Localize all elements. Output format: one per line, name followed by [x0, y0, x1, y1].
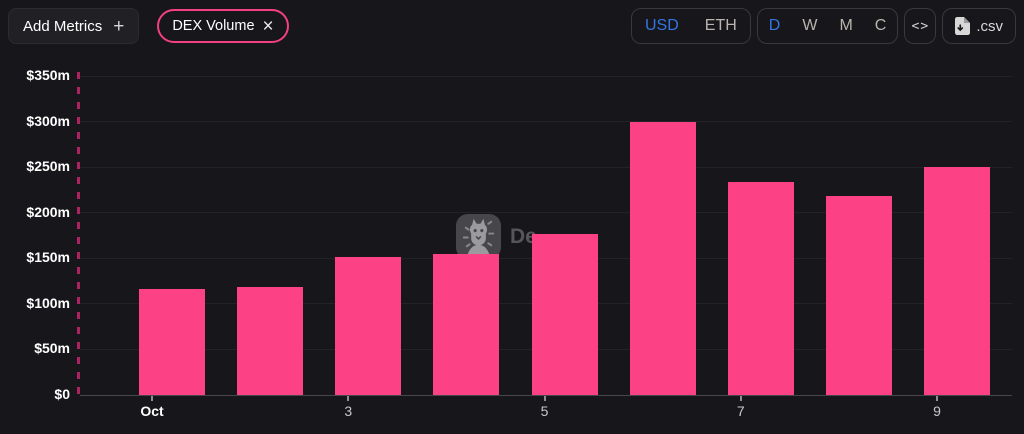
- y-axis-label: $0: [54, 386, 70, 402]
- watermark-text: De: [510, 224, 537, 248]
- x-axis-label: Oct: [140, 403, 164, 419]
- x-axis-tick: [936, 396, 938, 401]
- x-axis-tick: [543, 396, 546, 401]
- y-axis-label: $200m: [26, 203, 70, 220]
- x-axis-label: 7: [736, 403, 745, 419]
- metric-pill-label: DEX Volume: [172, 18, 255, 34]
- llama-logo-icon: [455, 213, 502, 260]
- add-metrics-label: Add Metrics: [23, 17, 103, 35]
- plus-icon: +: [113, 15, 125, 37]
- x-axis-tick: [347, 396, 350, 401]
- volume-bar-4[interactable]: [433, 253, 500, 395]
- add-metrics-button[interactable]: Add Metrics +: [8, 8, 140, 44]
- volume-bar-7[interactable]: [727, 181, 794, 395]
- y-axis-label: $100m: [26, 294, 70, 311]
- close-icon[interactable]: ×: [262, 15, 274, 37]
- x-axis-line: [80, 395, 1012, 396]
- interval-option-c[interactable]: C: [874, 17, 887, 34]
- gridline: [80, 121, 1012, 123]
- currency-toggle: USD ETH: [630, 8, 751, 44]
- interval-option-d[interactable]: D: [768, 17, 781, 34]
- gridline: [80, 166, 1012, 168]
- toolbar: Add Metrics + DEX Volume × USD ETH D W M…: [8, 8, 1016, 44]
- y-axis-label: $350m: [26, 67, 70, 83]
- volume-bar-5[interactable]: [531, 233, 598, 395]
- toolbar-left: Add Metrics + DEX Volume ×: [8, 8, 289, 44]
- gridline: [80, 212, 1012, 214]
- volume-bar-3[interactable]: [335, 257, 402, 395]
- y-axis-dashed-line: [77, 72, 80, 395]
- y-axis-label: $150m: [26, 249, 70, 266]
- volume-bar-6[interactable]: [629, 121, 696, 395]
- x-axis-tick: [739, 396, 742, 401]
- csv-label: .csv: [976, 17, 1003, 35]
- interval-option-m[interactable]: M: [839, 17, 853, 34]
- y-axis-label: $300m: [26, 112, 70, 129]
- currency-option-eth[interactable]: ETH: [704, 17, 737, 34]
- currency-option-usd[interactable]: USD: [644, 17, 679, 34]
- y-axis-label: $50m: [34, 340, 70, 357]
- x-axis-label: 5: [540, 403, 549, 419]
- volume-bar-9[interactable]: [924, 167, 990, 395]
- volume-bar-1[interactable]: [139, 289, 205, 395]
- embed-button[interactable]: <>: [904, 8, 937, 44]
- interval-toggle: D W M C: [756, 8, 899, 44]
- volume-bar-2[interactable]: [237, 287, 304, 395]
- x-axis-label: 9: [933, 403, 941, 419]
- toolbar-right: USD ETH D W M C <> .csv: [625, 8, 1016, 44]
- gridline: [80, 75, 1012, 77]
- x-axis-tick: [151, 396, 153, 401]
- download-file-icon: [955, 17, 971, 35]
- x-axis-label: 3: [344, 403, 353, 419]
- watermark: De: [455, 213, 537, 260]
- volume-bar-8[interactable]: [825, 196, 892, 395]
- y-axis-label: $250m: [26, 158, 70, 175]
- embed-code-icon: <>: [911, 18, 930, 34]
- interval-option-w[interactable]: W: [802, 17, 818, 34]
- download-csv-button[interactable]: .csv: [942, 8, 1016, 44]
- metric-pill[interactable]: DEX Volume ×: [157, 9, 289, 43]
